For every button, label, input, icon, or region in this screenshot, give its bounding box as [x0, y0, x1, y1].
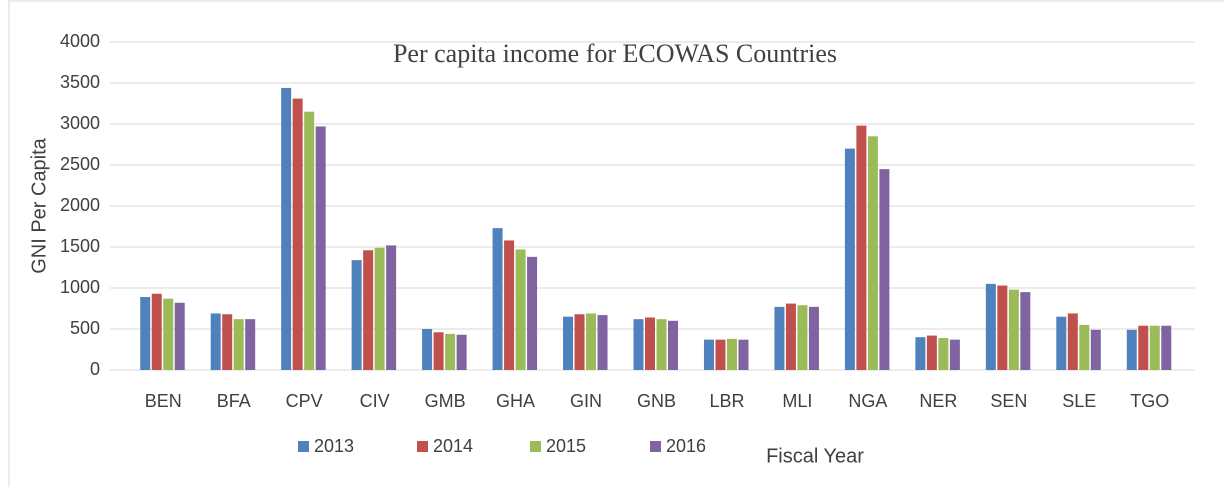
x-tick-label: CIV	[360, 391, 390, 411]
bar	[445, 333, 456, 370]
x-tick-label: GHA	[496, 391, 535, 411]
chart-title: Per capita income for ECOWAS Countries	[393, 39, 837, 68]
bar	[222, 314, 233, 370]
bar	[1067, 313, 1078, 370]
bar	[563, 316, 574, 370]
bar	[656, 319, 667, 370]
bar	[163, 298, 174, 370]
x-tick-label: SEN	[990, 391, 1027, 411]
bar	[151, 293, 162, 370]
bar	[245, 319, 256, 370]
bar	[633, 319, 644, 370]
bar	[703, 339, 714, 370]
bar	[985, 283, 996, 370]
bar	[492, 228, 503, 370]
x-tick-label: BEN	[145, 391, 182, 411]
legend-swatch	[650, 441, 661, 452]
bar	[867, 136, 878, 370]
legend-swatch	[417, 441, 428, 452]
bar	[597, 315, 608, 370]
bar	[856, 125, 867, 370]
bar	[1008, 289, 1019, 370]
bar	[527, 256, 538, 370]
bar	[1138, 325, 1149, 370]
bar	[574, 314, 585, 370]
bar	[1020, 292, 1031, 370]
bar	[938, 338, 949, 370]
bar	[351, 260, 362, 370]
bar	[456, 334, 467, 370]
bar	[174, 302, 185, 370]
y-tick-label: 0	[90, 359, 100, 379]
bar	[997, 285, 1008, 370]
bar	[1149, 325, 1160, 370]
bar	[668, 320, 678, 370]
legend-label: 2013	[314, 436, 354, 456]
x-axis-title: Fiscal Year	[766, 445, 864, 467]
x-tick-label: CPV	[286, 391, 323, 411]
bar	[233, 319, 244, 370]
bar	[1126, 329, 1137, 370]
bar	[515, 249, 526, 370]
y-tick-label: 4000	[60, 31, 100, 51]
legend-label: 2015	[546, 436, 586, 456]
y-tick-label: 3000	[60, 113, 100, 133]
bar	[315, 126, 326, 371]
bar	[797, 305, 808, 370]
bar	[785, 303, 796, 370]
bar	[304, 111, 315, 370]
y-tick-label: 2500	[60, 154, 100, 174]
x-tick-label: NER	[919, 391, 957, 411]
bar	[738, 339, 749, 370]
bar	[1161, 325, 1172, 370]
bar	[140, 297, 151, 370]
bar	[1056, 316, 1067, 370]
bar	[586, 313, 597, 370]
bar	[726, 338, 737, 370]
legend-label: 2016	[666, 436, 706, 456]
y-tick-label: 3500	[60, 72, 100, 92]
bar	[374, 247, 385, 370]
bar	[949, 339, 960, 370]
bar	[281, 87, 292, 371]
x-tick-label: GIN	[570, 391, 602, 411]
bar	[363, 250, 374, 370]
bar	[292, 98, 303, 370]
bar	[1079, 324, 1090, 370]
y-tick-label: 2000	[60, 195, 100, 215]
bar	[504, 240, 515, 370]
bar	[926, 335, 937, 370]
legend-label: 2014	[433, 436, 473, 456]
x-tick-label: GNB	[637, 391, 676, 411]
x-tick-label: LBR	[709, 391, 744, 411]
bar	[774, 306, 785, 370]
y-tick-label: 500	[70, 318, 100, 338]
y-tick-label: 1500	[60, 236, 100, 256]
bar	[879, 169, 890, 370]
bar	[433, 332, 444, 370]
bar	[808, 306, 819, 370]
y-axis-title: GNI Per Capita	[28, 137, 50, 273]
x-tick-label: BFA	[217, 391, 251, 411]
bar	[422, 329, 433, 370]
bar	[715, 339, 726, 370]
x-tick-label: TGO	[1130, 391, 1169, 411]
bar	[210, 313, 221, 370]
legend-swatch	[530, 441, 541, 452]
bar	[386, 245, 397, 370]
bar	[844, 148, 855, 370]
bar	[1090, 329, 1101, 370]
x-tick-label: NGA	[848, 391, 887, 411]
x-tick-label: GMB	[425, 391, 466, 411]
bar	[915, 337, 926, 370]
bar	[645, 317, 655, 370]
legend-swatch	[298, 441, 309, 452]
x-tick-label: MLI	[782, 391, 812, 411]
y-tick-label: 1000	[60, 277, 100, 297]
x-tick-label: SLE	[1062, 391, 1096, 411]
